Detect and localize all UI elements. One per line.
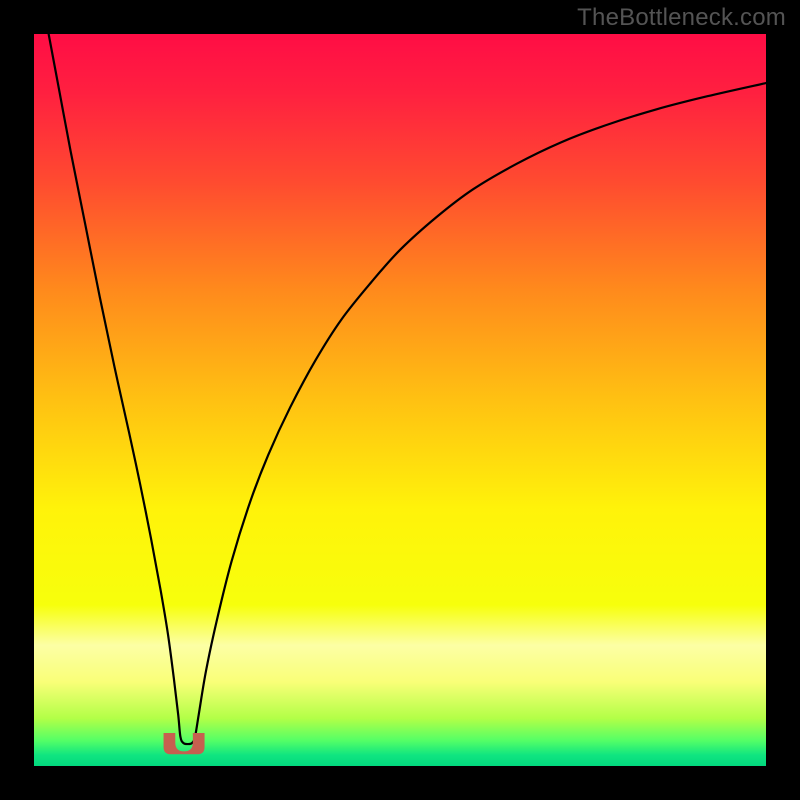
watermark-text: TheBottleneck.com <box>577 4 786 32</box>
chart-background <box>34 34 766 766</box>
chart-container: TheBottleneck.com <box>0 0 800 800</box>
bottleneck-chart <box>0 0 800 800</box>
